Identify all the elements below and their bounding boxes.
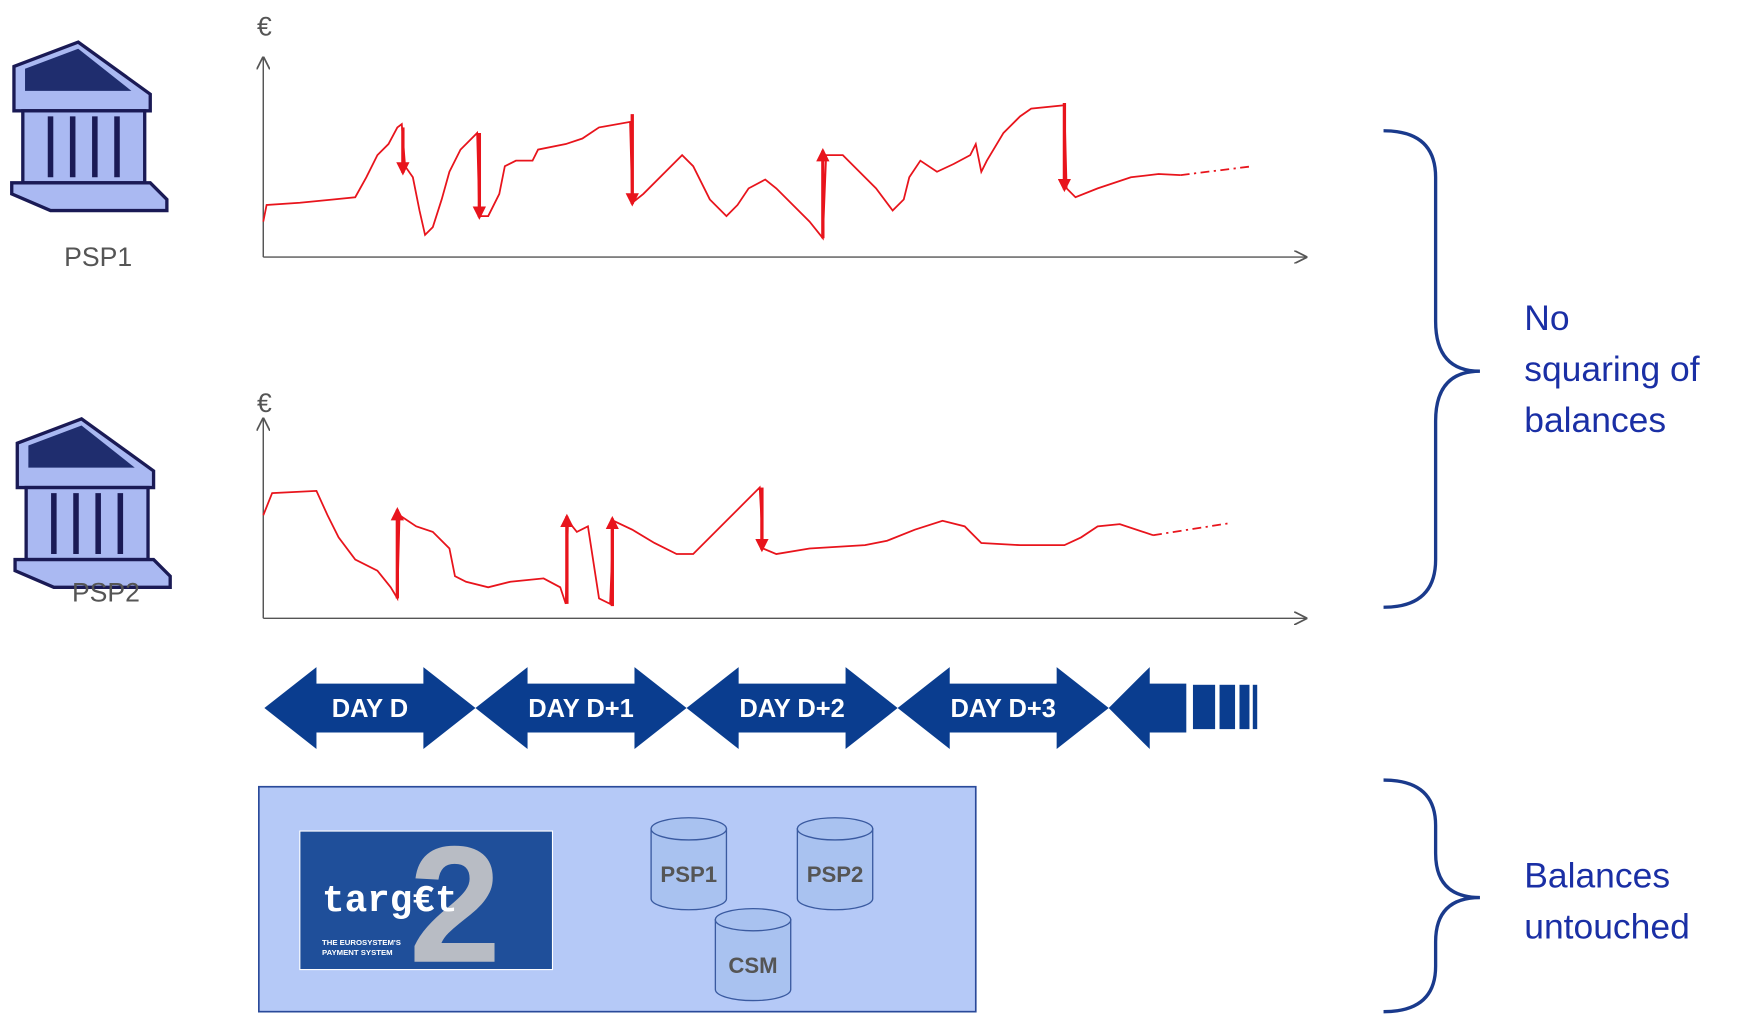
logo-name: targ€t: [322, 881, 458, 923]
brace: [1384, 780, 1480, 1012]
bank-icon: [12, 42, 167, 210]
note-line: balances: [1524, 400, 1666, 440]
bank-label: PSP1: [64, 242, 132, 272]
brace: [1384, 131, 1480, 607]
database-top: [797, 818, 872, 840]
currency-label: €: [257, 388, 272, 418]
balance-line-continuation: [1181, 166, 1253, 175]
day-label: DAY D: [332, 695, 408, 723]
note-line: squaring of: [1524, 349, 1699, 389]
timeline-arrow: [1109, 667, 1187, 749]
note-line: No: [1524, 298, 1569, 338]
balance-line-continuation: [1153, 523, 1231, 535]
note-line: Balances: [1524, 856, 1670, 896]
balance-line: [263, 105, 1180, 238]
logo-tagline: PAYMENT SYSTEM: [322, 948, 393, 957]
bank-icon: [15, 419, 170, 587]
database-label: PSP1: [660, 862, 717, 887]
day-label: DAY D+2: [739, 695, 844, 723]
database-top: [715, 909, 790, 931]
logo-tagline: THE EUROSYSTEM'S: [322, 938, 401, 947]
note-line: untouched: [1524, 907, 1690, 947]
day-label: DAY D+3: [950, 695, 1055, 723]
database-label: CSM: [728, 953, 777, 978]
timeline-ellipsis: [1193, 685, 1257, 729]
payment-arrows: [397, 488, 762, 607]
currency-label: €: [257, 11, 272, 41]
database-top: [651, 818, 726, 840]
timeline: DAY D DAY D+1 DAY D+2 DAY D+3: [264, 667, 1108, 749]
database-label: PSP2: [807, 862, 864, 887]
payment-arrows: [403, 103, 1065, 238]
diagram: PSP1 € PSP2 € DAY D DAY D+1 DAY D+2 DAY D+3…: [0, 0, 1741, 1015]
bank-label: PSP2: [72, 578, 140, 608]
day-label: DAY D+1: [528, 695, 633, 723]
